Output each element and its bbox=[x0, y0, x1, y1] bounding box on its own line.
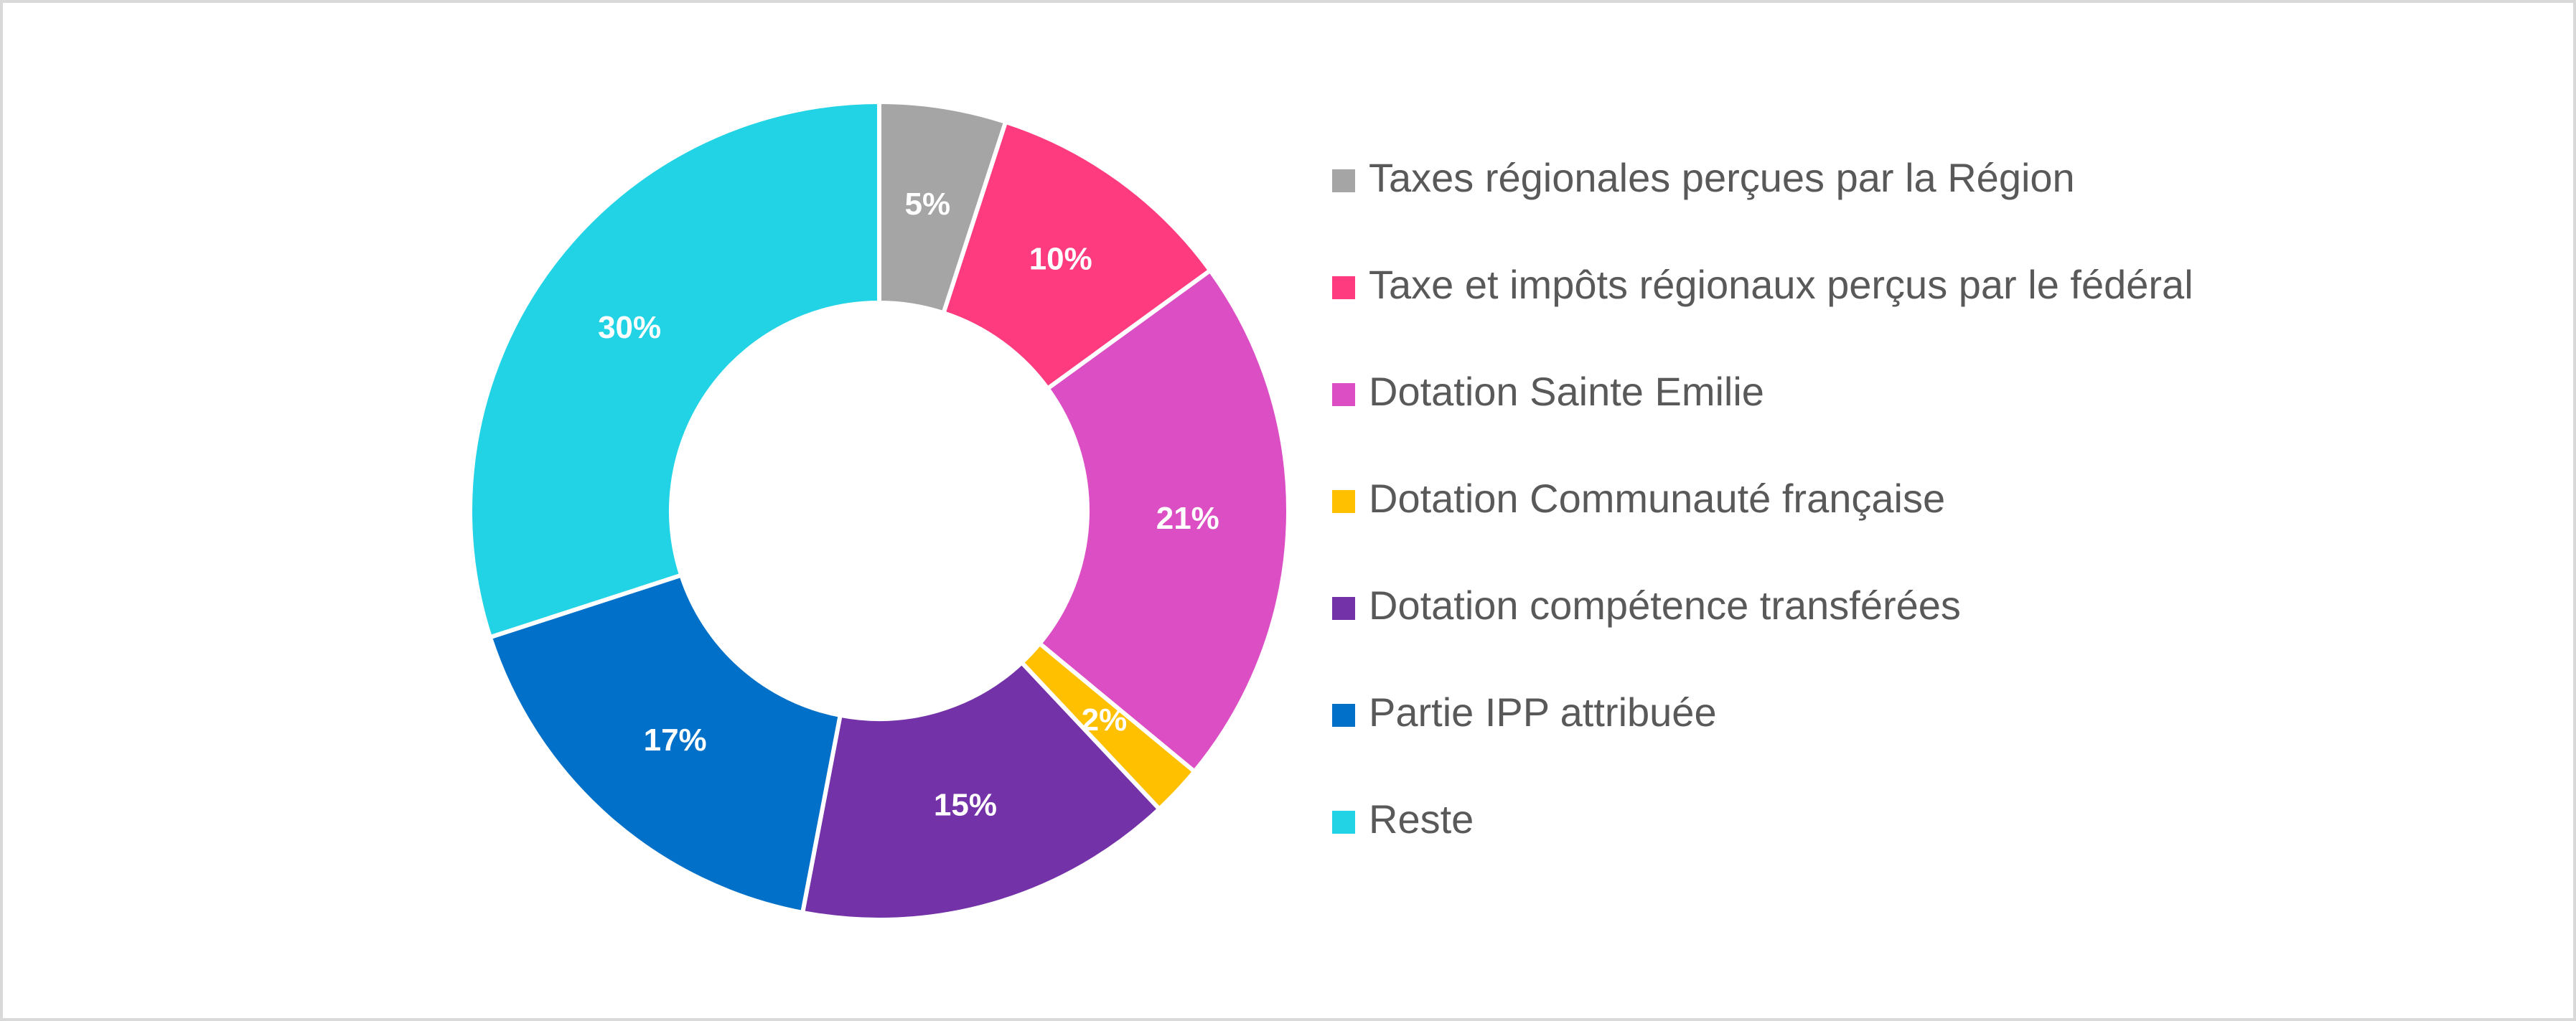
data-label: 30% bbox=[598, 310, 661, 345]
data-label: 10% bbox=[1029, 242, 1092, 277]
legend-swatch bbox=[1332, 490, 1355, 513]
data-label: 17% bbox=[644, 723, 707, 758]
donut-slice bbox=[1036, 267, 1291, 775]
legend-swatch bbox=[1332, 811, 1355, 834]
donut-slice bbox=[800, 659, 1163, 922]
donut-slice bbox=[487, 572, 843, 916]
donut-slice bbox=[468, 99, 881, 640]
legend-label: Reste bbox=[1369, 796, 1474, 842]
legend-swatch bbox=[1332, 597, 1355, 620]
legend-label: Taxe et impôts régionaux perçus par le f… bbox=[1369, 262, 2193, 307]
legend-label: Taxes régionales perçues par la Région bbox=[1369, 155, 2075, 200]
legend-swatch bbox=[1332, 704, 1355, 727]
data-label: 21% bbox=[1156, 501, 1219, 536]
legend-swatch bbox=[1332, 276, 1355, 299]
data-label: 5% bbox=[904, 187, 950, 222]
legend-label: Partie IPP attribuée bbox=[1369, 690, 1717, 735]
legend-swatch bbox=[1332, 383, 1355, 406]
legend-label: Dotation Communauté française bbox=[1369, 476, 1945, 521]
data-label: 15% bbox=[934, 788, 997, 823]
legend-swatch bbox=[1332, 169, 1355, 192]
donut-slice bbox=[940, 119, 1214, 392]
legend-label: Dotation compétence transférées bbox=[1369, 583, 1961, 628]
legend-label: Dotation Sainte Emilie bbox=[1369, 369, 1764, 414]
